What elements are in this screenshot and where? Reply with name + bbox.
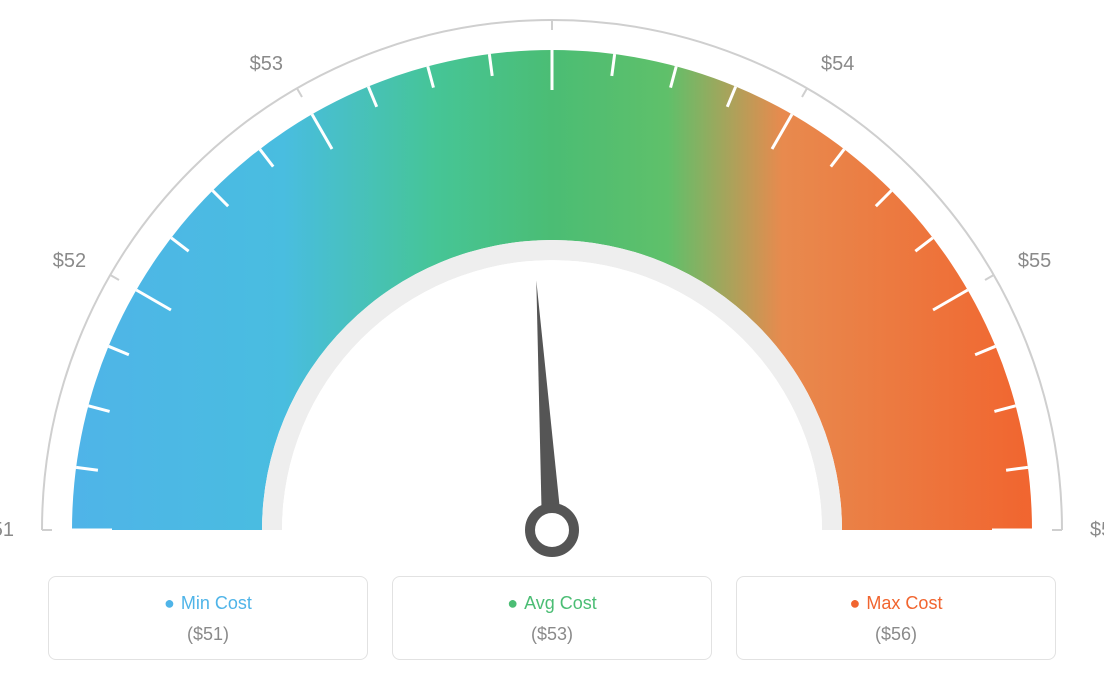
legend-value: ($51) (69, 624, 347, 645)
legend-label: Min Cost (181, 593, 252, 613)
legend-card: ●Max Cost ($56) (736, 576, 1056, 660)
gauge-tick-label: $53 (250, 53, 283, 75)
legend-label: Avg Cost (524, 593, 597, 613)
legend-label: Max Cost (866, 593, 942, 613)
gauge-tick-label: $52 (53, 250, 86, 272)
gauge-tick-label: $55 (1018, 250, 1051, 272)
legend-title: ●Max Cost (757, 593, 1035, 614)
legend-title: ● Min Cost (69, 593, 347, 614)
legend-card: ● Min Cost ($51) (48, 576, 368, 660)
legend-value: ($56) (757, 624, 1035, 645)
legend-row: ●Min Cost($51)●Avg Cost($53)●Max Cost($5… (0, 576, 1104, 660)
bullet-icon: ● (164, 593, 175, 613)
gauge-tick-label: $53 (535, 0, 568, 3)
legend-value: ($53) (413, 624, 691, 645)
gauge-needle-hub (530, 508, 574, 552)
gauge-tick-label: $51 (0, 519, 14, 541)
gauge-scale-tick (985, 275, 994, 280)
gauge-scale-tick (110, 275, 119, 280)
gauge-scale-tick (802, 88, 807, 97)
legend-card: ● Avg Cost ($53) (392, 576, 712, 660)
gauge-tick-label: $54 (821, 53, 854, 75)
gauge-chart: $51 $52 $53 $53 $54 $55 $56 (0, 0, 1104, 560)
gauge-tick-label: $56 (1090, 519, 1104, 541)
bullet-icon: ● (850, 593, 861, 613)
gauge-svg: $51 $52 $53 $53 $54 $55 $56 (0, 0, 1104, 560)
gauge-scale-tick (297, 88, 302, 97)
legend-title: ● Avg Cost (413, 593, 691, 614)
bullet-icon: ● (507, 593, 518, 613)
